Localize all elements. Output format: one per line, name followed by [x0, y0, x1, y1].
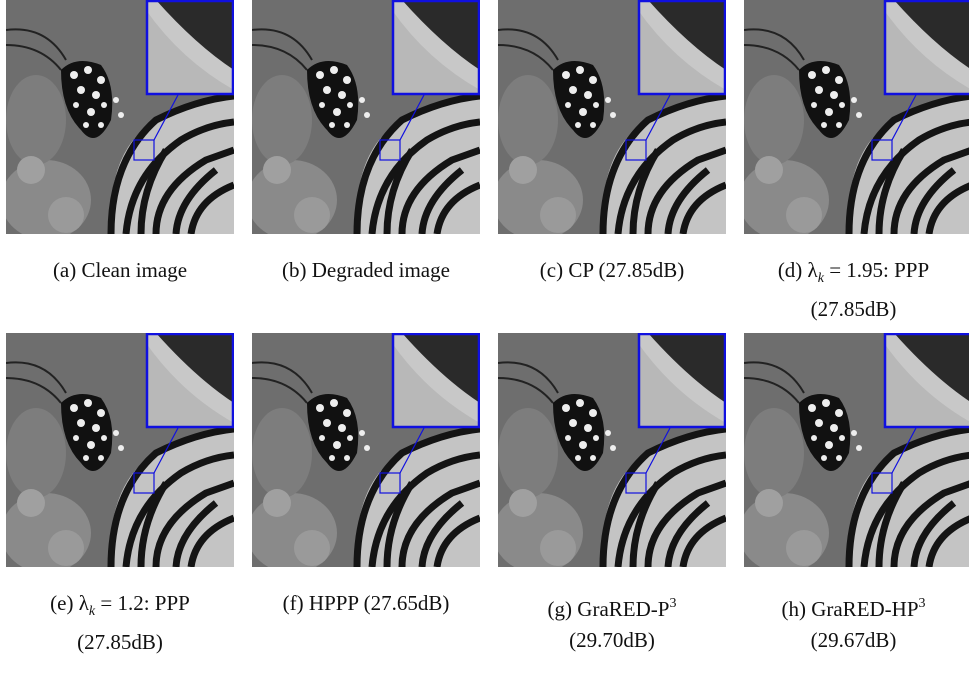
panel: (b) Degraded image — [246, 0, 486, 286]
caption-line: (27.85dB) — [738, 294, 969, 325]
caption-line: (27.85dB) — [0, 627, 240, 658]
panel: (e) λk = 1.2: PPP (27.85dB) — [0, 333, 240, 658]
panel: (g) GraRED-P3 (29.70dB) — [492, 333, 732, 656]
caption-text: (d) λ — [777, 258, 818, 282]
caption: (d) λk = 1.95: PPP (27.85dB) — [738, 255, 969, 325]
image — [252, 0, 480, 234]
image — [744, 0, 969, 234]
caption-line: (g) GraRED-P3 — [492, 588, 732, 625]
panel: (d) λk = 1.95: PPP (27.85dB) — [738, 0, 969, 325]
image — [744, 333, 969, 567]
caption-text: (27.85dB) — [77, 630, 163, 654]
caption-line: (29.70dB) — [492, 625, 732, 656]
caption: (f) HPPP (27.65dB) — [246, 588, 486, 619]
caption-text: (29.70dB) — [569, 628, 655, 652]
caption-text: 3 — [918, 596, 926, 611]
panel: (h) GraRED-HP3 (29.67dB) — [738, 333, 969, 656]
image — [6, 0, 234, 234]
panel: (f) HPPP (27.65dB) — [246, 333, 486, 619]
caption: (e) λk = 1.2: PPP (27.85dB) — [0, 588, 240, 658]
caption-line: (e) λk = 1.2: PPP — [0, 588, 240, 627]
caption-line: (f) HPPP (27.65dB) — [246, 588, 486, 619]
panel: (a) Clean image — [0, 0, 240, 286]
caption-text: = 1.95: PPP — [823, 258, 930, 282]
caption-line: (d) λk = 1.95: PPP — [738, 255, 969, 294]
caption-text: (29.67dB) — [810, 628, 897, 652]
caption-text: (a) Clean image — [52, 258, 188, 282]
caption-text: (g) GraRED-P — [547, 597, 670, 621]
image — [252, 333, 480, 567]
caption-text: (h) GraRED-HP — [781, 597, 919, 621]
caption-text: (b) Degraded image — [282, 258, 450, 282]
caption: (b) Degraded image — [246, 255, 486, 286]
panel: (c) CP (27.85dB) — [492, 0, 732, 286]
caption-text: 3 — [669, 596, 677, 611]
caption-line: (b) Degraded image — [246, 255, 486, 286]
caption-text: (e) λ — [50, 591, 89, 615]
caption-text: k — [88, 604, 96, 619]
caption: (a) Clean image — [0, 255, 240, 286]
caption-line: (c) CP (27.85dB) — [492, 255, 732, 286]
caption: (g) GraRED-P3 (29.70dB) — [492, 588, 732, 656]
caption-text: = 1.2: PPP — [95, 591, 190, 615]
caption-line: (29.67dB) — [738, 625, 969, 656]
caption: (h) GraRED-HP3 (29.67dB) — [738, 588, 969, 656]
caption-line: (h) GraRED-HP3 — [738, 588, 969, 625]
caption-text: k — [817, 271, 824, 286]
caption-text: (f) HPPP (27.65dB) — [282, 591, 450, 615]
caption: (c) CP (27.85dB) — [492, 255, 732, 286]
caption-line: (a) Clean image — [0, 255, 240, 286]
image — [498, 333, 726, 567]
image — [498, 0, 726, 234]
caption-text: (27.85dB) — [810, 297, 897, 321]
caption-text: (c) CP (27.85dB) — [539, 258, 685, 282]
image — [6, 333, 234, 567]
